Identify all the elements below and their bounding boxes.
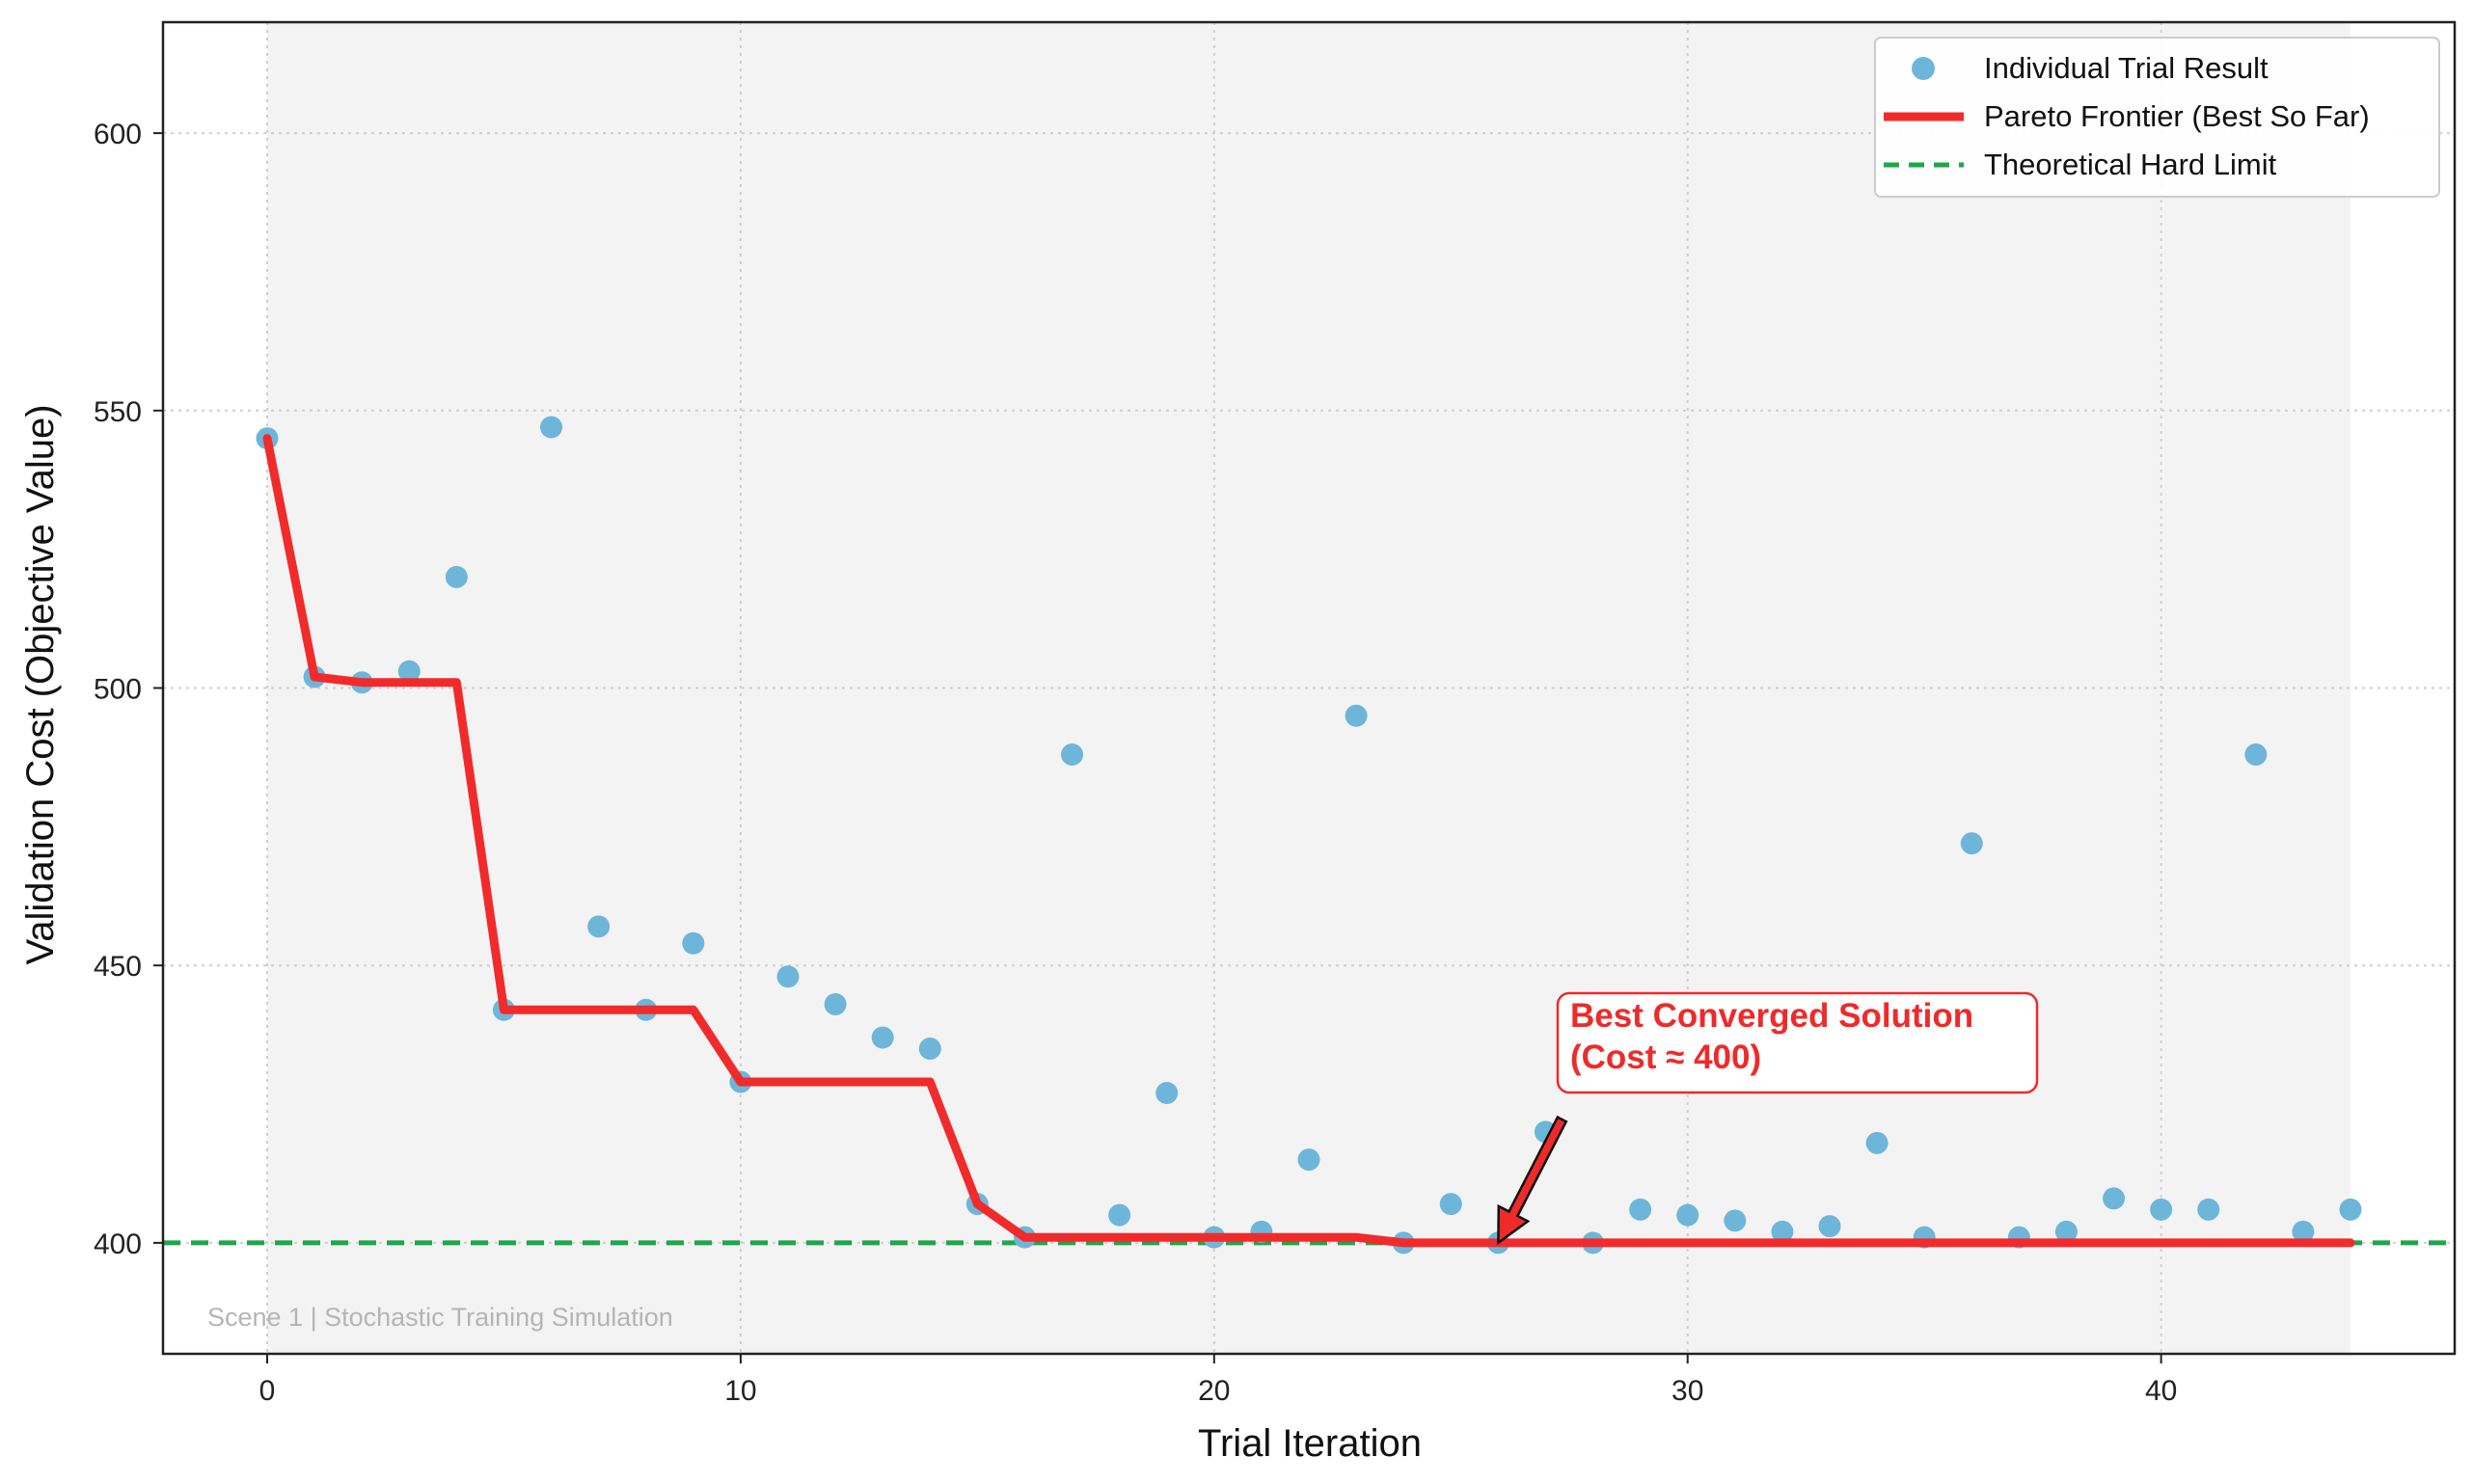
tick-labels: 0 10 20 30 40 400 450 500 550 600 [94, 119, 2177, 1407]
trial-point [1155, 1082, 1179, 1105]
trial-point [397, 660, 421, 683]
trial-point [587, 915, 611, 938]
legend-frame [1874, 37, 2440, 198]
y-axis-label: Validation Cost (Objective Value) [19, 404, 62, 964]
trial-point [2339, 1198, 2362, 1221]
annotation-arrow [1497, 1115, 1568, 1246]
legend-label-frontier: Pareto Frontier (Best So Far) [1984, 99, 2370, 133]
trial-point [1439, 1193, 1462, 1216]
trial-point [1108, 1203, 1131, 1227]
trial-point [871, 1026, 894, 1049]
x-tick-label: 40 [2145, 1375, 2177, 1407]
y-tick-label: 550 [94, 396, 142, 428]
trial-point [824, 992, 847, 1015]
legend: Individual Trial Result Pareto Frontier … [1874, 37, 2440, 198]
scatter-points [256, 416, 2362, 1255]
trial-point [776, 965, 800, 988]
plot-background [163, 22, 2455, 1354]
frontier-layer [262, 434, 2355, 1248]
x-axis-label: Trial Iteration [1198, 1422, 1422, 1465]
trial-point [1960, 832, 1983, 855]
annotation: Best Converged Solution (Cost ≈ 400) [1497, 991, 2039, 1246]
legend-label-limit: Theoretical Hard Limit [1984, 148, 2277, 181]
trial-point [1818, 1215, 1841, 1238]
grid-lines [163, 22, 2455, 1354]
trial-point [2150, 1198, 2173, 1221]
trial-point [2292, 1220, 2315, 1243]
x-tick-label: 10 [724, 1375, 756, 1407]
trial-point [918, 1038, 941, 1061]
trial-point [2054, 1220, 2078, 1243]
trial-point [445, 565, 468, 588]
pareto-frontier-line [262, 434, 2355, 1248]
annotation-arrow-shape [1497, 1115, 1568, 1246]
trial-point [1061, 743, 1084, 767]
trial-point [1865, 1131, 1889, 1154]
trial-point [1724, 1209, 1747, 1232]
trial-point [1297, 1148, 1320, 1172]
trial-point [1771, 1220, 1794, 1243]
x-tick-label: 30 [1671, 1375, 1703, 1407]
y-tick-label: 500 [94, 674, 142, 706]
annotation-box [1556, 991, 2039, 1094]
trial-point [1629, 1198, 1652, 1221]
y-tick-label: 600 [94, 119, 142, 150]
y-tick-label: 400 [94, 1228, 142, 1260]
x-tick-label: 0 [259, 1375, 276, 1407]
trial-point [682, 931, 705, 955]
trial-point [1676, 1203, 1699, 1227]
legend-label-trials: Individual Trial Result [1984, 51, 2269, 85]
annotation-line-2: (Cost ≈ 400) [1570, 1039, 1761, 1076]
shaded-region [267, 22, 2351, 1354]
trial-point [2197, 1198, 2220, 1221]
legend-marker-trials [1912, 57, 1935, 80]
watermark-text: Scene 1 | Stochastic Training Simulation [207, 1303, 673, 1332]
y-tick-label: 450 [94, 951, 142, 983]
trial-point [1345, 704, 1368, 727]
trial-point [2244, 743, 2268, 767]
trial-point [540, 416, 563, 439]
annotation-line-1: Best Converged Solution [1570, 997, 1973, 1035]
x-tick-label: 20 [1198, 1375, 1230, 1407]
trial-point [2103, 1187, 2126, 1210]
axes [153, 20, 2457, 1363]
